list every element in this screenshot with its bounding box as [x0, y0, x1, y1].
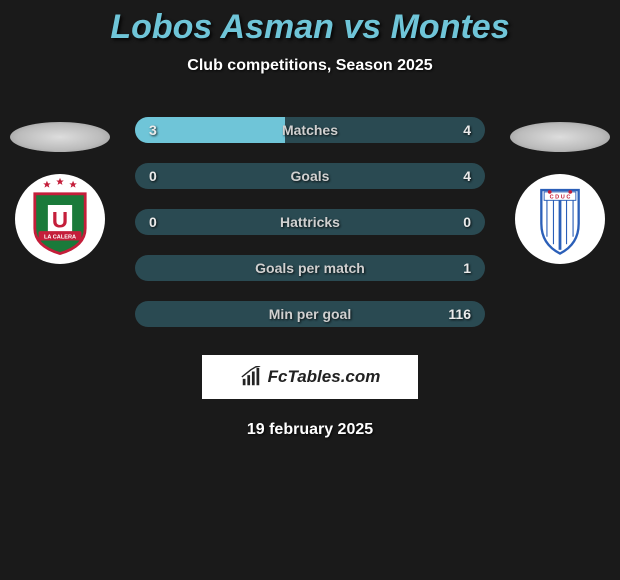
stat-value-left: 0 [149, 214, 157, 230]
stat-row: 0 Goals 4 [135, 163, 485, 189]
stat-value-right: 4 [463, 122, 471, 138]
page-title: Lobos Asman vs Montes [0, 8, 620, 47]
subtitle: Club competitions, Season 2025 [0, 57, 620, 75]
date-text: 19 february 2025 [0, 421, 620, 439]
team-left: U LA CALERA [10, 122, 110, 264]
shadow-ellipse [510, 122, 610, 152]
stat-label: Matches [282, 122, 338, 138]
team-right-badge: C D U C [515, 174, 605, 264]
stat-label: Goals [291, 168, 330, 184]
stat-row: 3 Matches 4 [135, 117, 485, 143]
comparison-card: Lobos Asman vs Montes Club competitions,… [0, 0, 620, 439]
stat-value-right: 0 [463, 214, 471, 230]
team-left-badge: U LA CALERA [15, 174, 105, 264]
attribution-text: FcTables.com [268, 367, 381, 387]
stat-label: Hattricks [280, 214, 340, 230]
team-right: C D U C [510, 122, 610, 264]
svg-text:LA CALERA: LA CALERA [44, 235, 76, 241]
stat-row: 0 Hattricks 0 [135, 209, 485, 235]
stat-value-left: 0 [149, 168, 157, 184]
svg-text:C D U C: C D U C [550, 194, 571, 200]
stat-value-right: 1 [463, 260, 471, 276]
stat-value-right: 116 [448, 306, 471, 322]
stat-row: Min per goal 116 [135, 301, 485, 327]
chart-icon [240, 366, 262, 388]
stat-row: Goals per match 1 [135, 255, 485, 281]
shadow-ellipse [10, 122, 110, 152]
stat-fill-left [135, 117, 285, 143]
stat-value-left: 3 [149, 122, 157, 138]
stat-label: Goals per match [255, 260, 365, 276]
attribution-badge: FcTables.com [202, 355, 418, 399]
stat-value-right: 4 [463, 168, 471, 184]
stat-label: Min per goal [269, 306, 351, 322]
svg-text:U: U [52, 207, 68, 232]
